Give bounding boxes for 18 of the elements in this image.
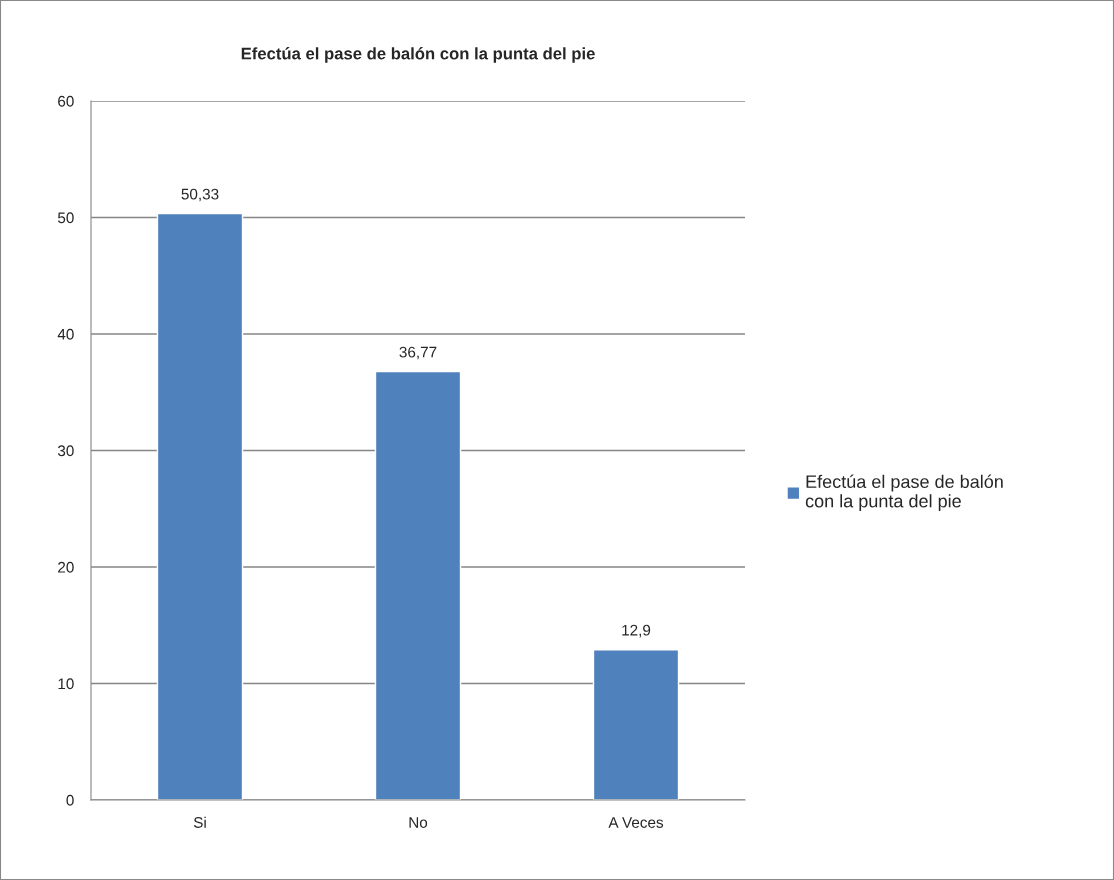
y-tick-label: 30 <box>57 445 74 457</box>
x-tick-label: Si <box>193 816 206 828</box>
y-tick-label: 40 <box>57 328 74 340</box>
data-label: 50,33 <box>181 188 219 202</box>
legend-label: Efectúa el pase de balón con la punta del pie <box>805 474 1003 512</box>
y-tick-label: 10 <box>58 678 74 690</box>
x-tick-label: A Veces <box>608 817 664 828</box>
y-tick-label: 60 <box>58 95 74 107</box>
y-tick-label: 20 <box>58 561 74 573</box>
bar <box>156 212 244 800</box>
bar <box>374 370 462 800</box>
y-tick-label: 0 <box>66 794 74 806</box>
y-tick-label: 50 <box>57 212 74 224</box>
data-label: 36,77 <box>399 346 437 360</box>
chart-title: Efectúa el pase de balón con la punta del pie <box>241 47 595 63</box>
data-label: 12,9 <box>622 624 651 638</box>
bar <box>592 649 680 800</box>
x-tick-label: No <box>409 817 428 828</box>
